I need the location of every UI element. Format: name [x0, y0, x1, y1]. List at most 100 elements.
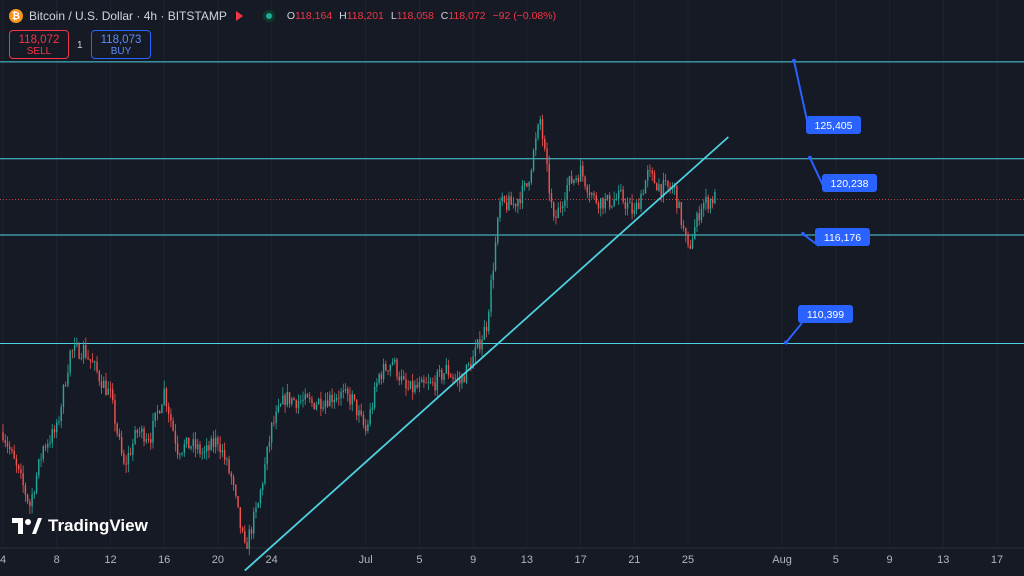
badge-label: 110,399: [807, 309, 844, 321]
candle: [714, 188, 716, 205]
candle-body: [201, 452, 203, 454]
candle-body: [501, 196, 503, 202]
trendline[interactable]: [244, 136, 729, 572]
candle: [613, 191, 615, 208]
candle-body: [508, 196, 510, 210]
candle-body: [667, 180, 669, 187]
price-level-badge[interactable]: 120,238: [808, 155, 877, 193]
candle-body: [123, 453, 125, 464]
candle-body: [306, 394, 309, 398]
candle-body: [340, 392, 342, 399]
candle: [100, 374, 103, 394]
candle: [526, 183, 528, 188]
candle-body: [660, 184, 662, 197]
candle-body: [87, 357, 89, 360]
candle: [510, 191, 512, 206]
candle: [707, 194, 709, 213]
x-tick-label: 13: [521, 554, 533, 566]
price-level-badge[interactable]: 116,176: [801, 228, 870, 247]
candle: [136, 428, 139, 439]
candle-body: [129, 453, 132, 455]
candle: [203, 446, 206, 459]
candle: [660, 183, 662, 202]
x-tick-label: 25: [682, 554, 694, 566]
x-tick-label: 16: [158, 554, 170, 566]
candle: [483, 320, 486, 340]
candle-body: [8, 446, 11, 450]
candle-body: [268, 442, 271, 447]
candle: [264, 457, 266, 486]
candle-body: [313, 402, 315, 410]
candle: [709, 198, 712, 214]
candle-body: [373, 386, 376, 408]
candle-body: [367, 424, 369, 431]
candle: [530, 168, 533, 185]
candle: [347, 386, 349, 402]
candle-body: [541, 119, 544, 139]
candle: [129, 447, 132, 456]
candle-body: [286, 392, 289, 406]
candle: [548, 155, 550, 202]
candle-body: [355, 399, 358, 416]
candle: [550, 188, 553, 208]
price-level-badge[interactable]: 125,405: [792, 58, 861, 135]
candle-body: [266, 446, 268, 465]
buy-price: 118,073: [100, 34, 142, 46]
candle: [653, 170, 656, 184]
flag-icon[interactable]: [235, 11, 243, 21]
candle-body: [259, 490, 262, 504]
candle-body: [223, 450, 226, 460]
sell-button[interactable]: 118,072 SELL: [9, 30, 69, 59]
x-tick-label: 9: [886, 554, 892, 566]
candle: [317, 397, 320, 405]
candle: [324, 392, 327, 415]
candle-body: [317, 398, 320, 405]
candle-body: [425, 382, 427, 384]
candle-body: [418, 382, 421, 388]
candle-body: [454, 378, 456, 380]
candle: [306, 392, 309, 398]
candle-body: [617, 190, 620, 199]
badge-anchor: [792, 58, 796, 63]
candle: [600, 197, 602, 217]
candle-body: [631, 202, 633, 214]
candle: [51, 423, 53, 449]
candle-body: [698, 213, 700, 221]
candle: [608, 192, 611, 211]
buy-label: BUY: [110, 46, 132, 57]
candle: [519, 191, 521, 210]
candle-body: [662, 180, 665, 197]
candle-body: [279, 404, 282, 406]
candle: [532, 148, 535, 173]
candle-body: [261, 483, 264, 491]
price-level-badge[interactable]: 110,399: [784, 305, 853, 345]
candle: [248, 524, 250, 556]
candle: [535, 132, 537, 157]
candle-body: [237, 495, 239, 508]
candle-body: [376, 383, 378, 387]
symbol-title[interactable]: Bitcoin / U.S. Dollar · 4h · BITSTAMP: [29, 9, 227, 23]
candle-body: [429, 382, 432, 383]
candle: [257, 502, 259, 509]
candle-body: [297, 401, 300, 408]
candle-body: [241, 527, 244, 532]
candle-body: [282, 395, 284, 405]
tradingview-logo[interactable]: TradingView: [12, 516, 148, 536]
buy-button[interactable]: 118,073 BUY: [91, 30, 151, 59]
candle: [647, 165, 649, 188]
candle: [570, 170, 573, 184]
candle: [279, 402, 282, 408]
candle: [331, 388, 333, 409]
candle-body: [33, 492, 36, 495]
candle-body: [250, 529, 253, 534]
candle: [15, 454, 18, 473]
candle: [123, 449, 125, 466]
candle: [295, 399, 298, 414]
candle-body: [561, 206, 564, 208]
candle-body: [564, 200, 566, 207]
market-status-icon[interactable]: [262, 10, 275, 22]
candle-body: [344, 388, 347, 391]
candle-body: [626, 203, 629, 209]
candle: [109, 381, 112, 398]
